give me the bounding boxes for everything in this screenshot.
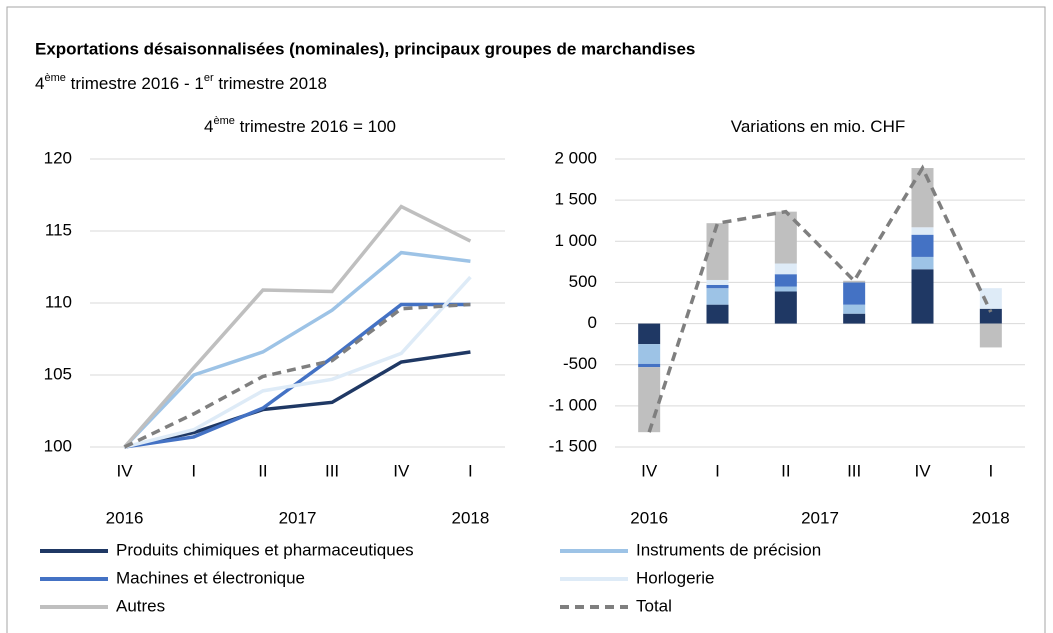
- bar-segment: [911, 234, 934, 257]
- series-line: [124, 275, 472, 449]
- superscript: ème: [44, 72, 65, 84]
- series-line: [124, 350, 471, 449]
- text-part: trimestre 2018: [214, 74, 327, 93]
- bar-segment: [774, 274, 797, 287]
- y-tick-label: -500: [563, 354, 597, 373]
- bar-segment: [843, 304, 866, 314]
- x-group-label: 2018: [972, 508, 1010, 527]
- chart-title: Exportations désaisonnalisées (nominales…: [35, 39, 695, 58]
- x-tick-label: IV: [641, 461, 658, 480]
- series-line: [123, 302, 471, 449]
- bar-segment: [774, 291, 797, 324]
- bar-segment: [911, 256, 934, 270]
- bar-segment: [706, 304, 729, 324]
- x-tick-label: III: [847, 461, 861, 480]
- bar-segment: [911, 168, 934, 228]
- legend-label: Produits chimiques et pharmaceutiques: [116, 540, 414, 559]
- legend-label: Total: [636, 596, 672, 615]
- text-part: trimestre 2016 = 100: [235, 117, 396, 136]
- y-tick-label: 1 500: [554, 190, 597, 209]
- series-line: [647, 164, 993, 433]
- x-tick-label: IV: [117, 461, 134, 480]
- bar-segment: [843, 282, 866, 305]
- y-tick-label: 500: [569, 272, 597, 291]
- text-part: 4: [35, 74, 44, 93]
- y-tick-label: -1 000: [549, 395, 597, 414]
- bar-segment: [774, 286, 797, 292]
- series-line: [123, 250, 471, 449]
- y-tick-label: 110: [45, 292, 72, 311]
- x-tick-label: I: [988, 461, 993, 480]
- bar-segment: [774, 211, 797, 264]
- x-tick-label: IV: [393, 461, 410, 480]
- panel-subtitle: 4ème trimestre 2016 = 100: [204, 115, 396, 137]
- y-tick-label: -1 500: [549, 436, 597, 455]
- text-part: Variations en mio. CHF: [731, 117, 905, 136]
- legend-label: Machines et électronique: [116, 568, 305, 587]
- bar-segment: [638, 323, 661, 345]
- bar-segment: [706, 284, 729, 289]
- text-part: 4: [204, 117, 213, 136]
- series-line: [123, 204, 472, 449]
- bar-segment: [843, 313, 866, 324]
- y-tick-label: 2 000: [554, 148, 597, 167]
- x-group-label: 2016: [630, 508, 668, 527]
- frame: [6, 6, 1046, 633]
- bar-segment: [911, 269, 934, 324]
- x-group-label: 2017: [801, 508, 839, 527]
- y-tick-label: 115: [45, 220, 72, 239]
- x-group-label: 2018: [452, 508, 490, 527]
- bar-segment: [843, 280, 866, 283]
- bar-segment: [911, 227, 934, 235]
- x-tick-label: II: [781, 461, 790, 480]
- x-tick-label: III: [325, 461, 339, 480]
- bar-segment: [979, 323, 1002, 348]
- x-tick-label: I: [715, 461, 720, 480]
- x-tick-label: IV: [914, 461, 931, 480]
- bar-segment: [706, 223, 729, 280]
- panel-subtitle: Variations en mio. CHF: [731, 117, 905, 136]
- bar-segment: [706, 288, 729, 305]
- legend-label: Horlogerie: [636, 568, 714, 587]
- superscript: ème: [213, 115, 234, 127]
- x-tick-label: I: [191, 461, 196, 480]
- y-tick-label: 0: [588, 313, 597, 332]
- bar-segment: [638, 363, 661, 368]
- chart-subtitle: 4ème trimestre 2016 - 1er trimestre 2018: [35, 72, 327, 94]
- bar-segment: [638, 367, 661, 433]
- legend-label: Instruments de précision: [636, 540, 821, 559]
- x-tick-label: II: [258, 461, 267, 480]
- y-tick-label: 105: [44, 364, 72, 383]
- y-tick-label: 100: [44, 436, 72, 455]
- y-tick-label: 120: [44, 148, 72, 167]
- superscript: er: [204, 72, 214, 84]
- bar-segment: [979, 308, 1002, 324]
- legend-label: Autres: [116, 596, 165, 615]
- text-part: trimestre 2016 - 1: [66, 74, 204, 93]
- bar-segment: [706, 279, 729, 285]
- bar-segment: [638, 344, 661, 364]
- bar-segment: [774, 263, 797, 275]
- y-tick-label: 1 000: [554, 231, 597, 250]
- series-line: [124, 302, 471, 449]
- x-tick-label: I: [468, 461, 473, 480]
- x-group-label: 2016: [106, 508, 144, 527]
- x-group-label: 2017: [279, 508, 317, 527]
